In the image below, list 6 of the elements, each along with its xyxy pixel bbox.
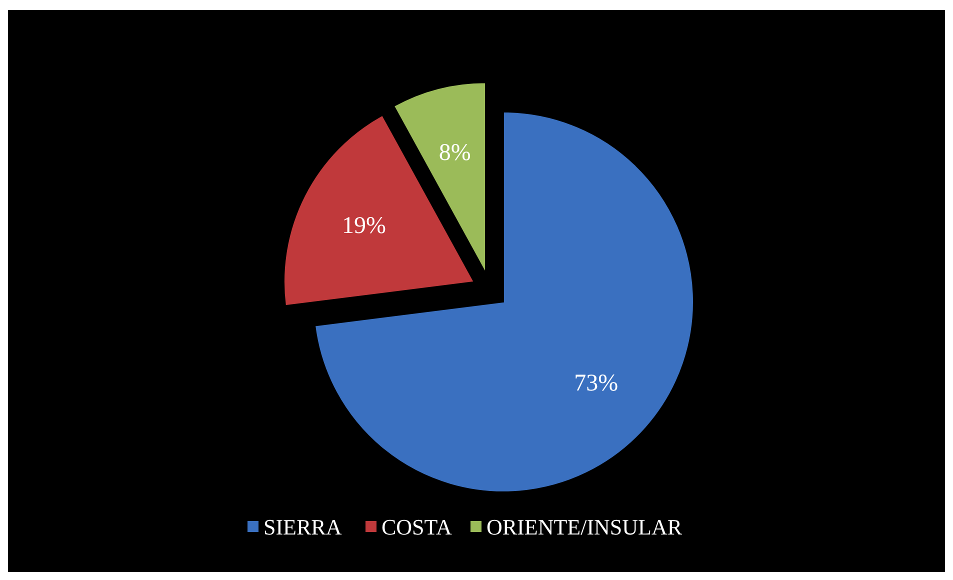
legend-label: ORIENTE/INSULAR bbox=[486, 514, 682, 540]
legend-label: COSTA bbox=[382, 514, 452, 540]
data-label: 8% bbox=[438, 140, 471, 166]
data-label: 73% bbox=[574, 370, 618, 397]
legend-label: SIERRA bbox=[264, 514, 342, 540]
data-label: 19% bbox=[342, 212, 386, 239]
